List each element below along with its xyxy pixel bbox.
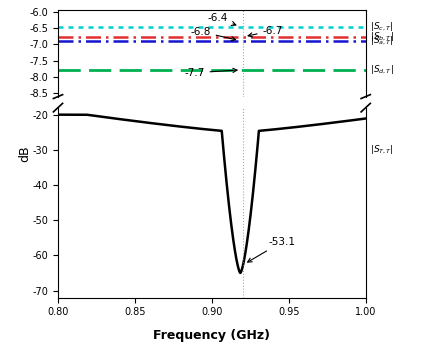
Text: -6.4: -6.4 (207, 13, 236, 25)
Text: $|S_{a,T}|$: $|S_{a,T}|$ (370, 34, 394, 47)
Text: dB: dB (18, 146, 31, 162)
Text: $|S_{c,T}|$: $|S_{c,T}|$ (370, 20, 394, 33)
Text: $|S_{T,T}|$: $|S_{T,T}|$ (370, 143, 394, 156)
Text: -6.7: -6.7 (248, 26, 283, 37)
Text: -53.1: -53.1 (248, 237, 296, 262)
Text: $|S_{b,T}|$: $|S_{b,T}|$ (370, 30, 394, 43)
Text: -7.7: -7.7 (184, 68, 237, 78)
Text: -6.8: -6.8 (190, 27, 235, 41)
Text: Frequency (GHz): Frequency (GHz) (153, 329, 270, 342)
Text: $|S_{d,T}|$: $|S_{d,T}|$ (370, 64, 394, 76)
